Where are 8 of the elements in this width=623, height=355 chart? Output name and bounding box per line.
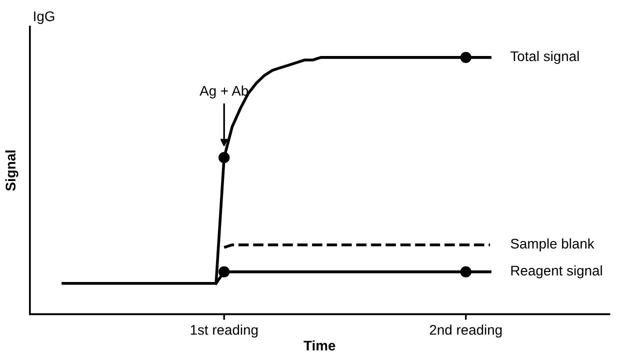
x-axis-title: Time <box>304 340 336 351</box>
y-axis-title: Signal <box>5 150 18 191</box>
series-label: Reagent signal <box>511 265 602 278</box>
x-tick-label: 1st reading <box>190 324 258 338</box>
series-label: Sample blank <box>510 238 594 252</box>
chart-title: IgG <box>34 11 54 24</box>
series-label: Total signal <box>510 50 579 64</box>
x-tick-label: 2nd reading <box>430 324 502 338</box>
